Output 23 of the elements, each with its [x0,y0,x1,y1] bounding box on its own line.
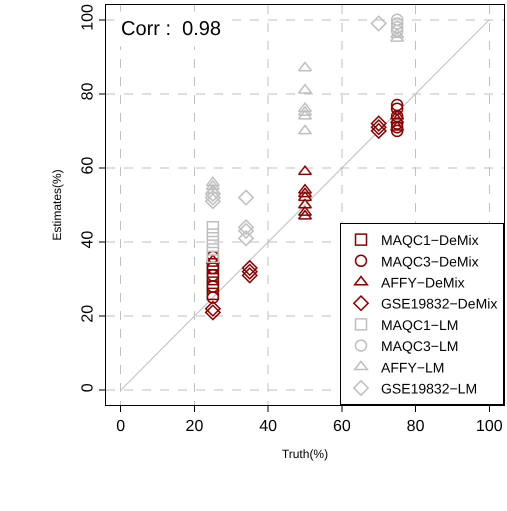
y-tick-label: 20 [80,304,97,323]
legend-label: MAQC3−LM [381,338,458,354]
x-tick-label: 100 [476,418,503,436]
annotation: Corr : 0.98 [121,18,222,40]
x-tick-label: 60 [332,418,351,436]
x-tick-label: 80 [406,418,425,436]
x-tick-label: 0 [116,418,126,436]
legend-label: MAQC1−LM [381,316,458,333]
legend-label: GSE19832−LM [381,380,478,396]
legend-label: AFFY−DeMix [381,274,465,290]
y-axis-title: Estimates(%) [50,169,64,241]
legend-label: AFFY−LM [381,359,444,376]
y-tick-label: 0 [80,383,97,392]
legend-label: MAQC1−DeMix [381,232,479,248]
legend-label: GSE19832−DeMix [381,296,498,312]
y-tick-label: 80 [80,82,97,100]
legend-label: MAQC3−DeMix [381,253,479,270]
x-axis-title: Truth(%) [282,447,328,462]
y-tick-label: 40 [80,230,97,249]
y-tick-label: 60 [80,156,97,174]
x-tick-label: 20 [186,418,204,436]
x-tick-label: 40 [259,418,278,436]
y-tick-label: 100 [80,4,97,31]
